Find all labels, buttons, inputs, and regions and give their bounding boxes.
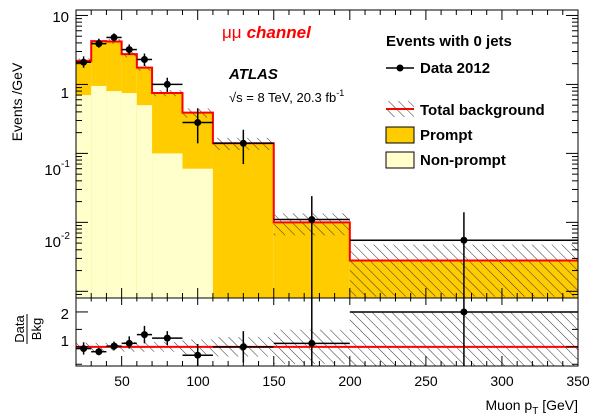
energy-lumi-label: √s = 8 TeV, 20.3 fb-1 [229, 88, 344, 105]
x-axis-title: Muon pT [GeV] [486, 397, 579, 417]
axis-ticks [75, 10, 579, 366]
ratio-tick-1: 1 [61, 333, 69, 350]
legend-entry-data: Data 2012 [386, 60, 490, 77]
y-tick-10: 10 [52, 9, 69, 26]
nonprompt-bar [152, 153, 183, 298]
x-tick-50: 50 [114, 373, 130, 389]
data-point [460, 236, 468, 244]
data-point [194, 119, 202, 127]
ratio-point [110, 342, 118, 350]
ratio-point [460, 308, 468, 316]
selection-label: Events with 0 jets [386, 33, 512, 50]
ratio-y-tick-labels: 2 1 [61, 306, 69, 350]
legend-nonprompt-swatch [385, 151, 415, 169]
ratio-title-bottom: Bkg [29, 318, 44, 340]
ratio-axis-title: Data Bkg [12, 314, 44, 344]
y-tick-0p01: 10 [44, 234, 61, 251]
data-point [80, 58, 88, 66]
ratio-title-top: Data [12, 315, 27, 343]
data-point [239, 139, 247, 147]
ratio-point [194, 351, 202, 359]
ratio-point [95, 348, 103, 356]
legend-prompt-label: Prompt [420, 127, 473, 144]
ratio-point [125, 339, 133, 347]
y-axis-title: Events /GeV [9, 62, 25, 141]
experiment-label: ATLAS [228, 66, 278, 83]
legend-prompt-swatch [385, 126, 415, 144]
data-point [140, 55, 148, 63]
nonprompt-bar [121, 93, 137, 298]
data-point [163, 80, 171, 88]
ratio-point [80, 345, 88, 353]
data-point [308, 215, 316, 223]
legend-nonprompt-label: Non-prompt [420, 152, 506, 169]
legend-entry-nonprompt: Non-prompt [385, 151, 506, 169]
main-plot [76, 33, 578, 298]
data-point [95, 40, 103, 48]
x-tick-150: 150 [262, 373, 286, 389]
ratio-point [163, 334, 171, 342]
ratio-point [239, 343, 247, 351]
x-tick-100: 100 [186, 373, 210, 389]
y-tick-labels: 10 1 10 -1 10 -2 [44, 9, 70, 251]
legend-data-label: Data 2012 [420, 60, 490, 77]
legend-data-marker [396, 64, 404, 72]
x-tick-300: 300 [490, 373, 514, 389]
y-tick-0p01-exp: -2 [61, 231, 70, 242]
x-tick-250: 250 [414, 373, 438, 389]
data-point [110, 33, 118, 41]
legend: Data 2012 Total background Prompt Non-pr… [385, 60, 545, 169]
total-bkg-line [76, 40, 578, 262]
x-tick-200: 200 [338, 373, 362, 389]
y-tick-0p1: 10 [44, 162, 61, 179]
y-tick-0p1-exp: -1 [61, 159, 70, 170]
legend-entry-prompt: Prompt [385, 126, 473, 144]
legend-total-label: Total background [420, 102, 545, 119]
nonprompt-bar [182, 168, 213, 298]
legend-entry-total: Total background [386, 101, 545, 119]
channel-label: μμ channel [222, 23, 312, 42]
ratio-point [308, 339, 316, 347]
ratio-point [140, 331, 148, 339]
nonprompt-bar [106, 91, 122, 298]
nonprompt-bar [76, 95, 92, 298]
nonprompt-bar [91, 85, 107, 298]
ratio-plot-frame [75, 297, 579, 367]
ratio-plot [76, 298, 578, 366]
x-tick-labels: 50 100 150 200 250 300 350 [114, 373, 590, 389]
prompt-bar [212, 143, 274, 298]
data-point [125, 46, 133, 54]
x-tick-350: 350 [566, 373, 590, 389]
ratio-tick-2: 2 [61, 306, 69, 323]
nonprompt-bar [136, 105, 153, 298]
y-tick-1: 1 [61, 85, 69, 102]
